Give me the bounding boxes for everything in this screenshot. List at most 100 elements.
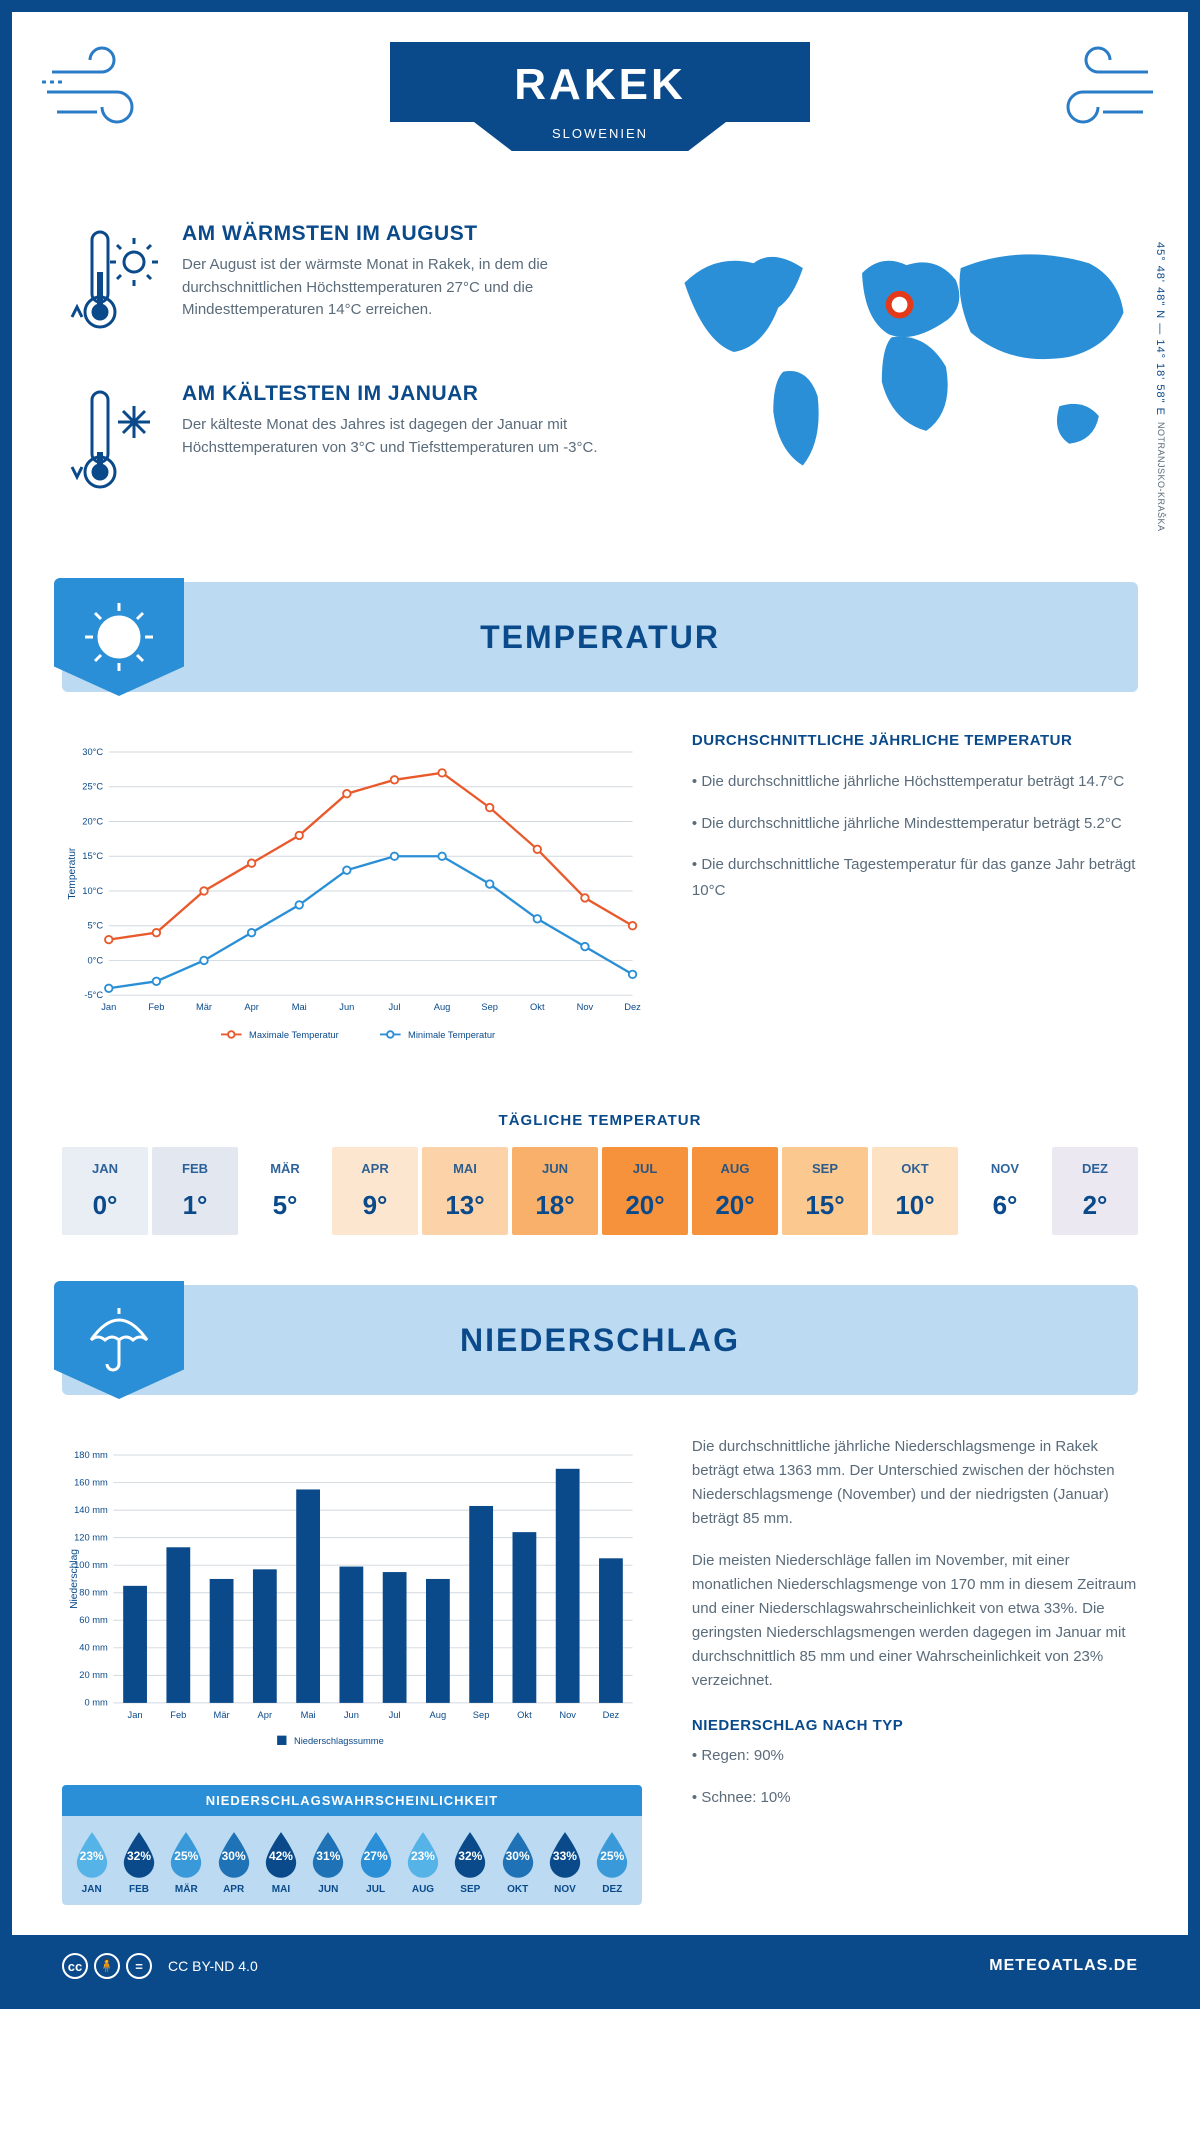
daily-temp-cell: MÄR5°	[242, 1147, 328, 1235]
warmest-title: AM WÄRMSTEN IM AUGUST	[182, 222, 605, 246]
svg-text:0°C: 0°C	[87, 955, 103, 965]
temp-bullet: • Die durchschnittliche Tagestemperatur …	[692, 852, 1138, 903]
probability-cell: 32%SEP	[447, 1830, 494, 1895]
precipitation-info: Die durchschnittliche jährliche Niedersc…	[692, 1435, 1138, 1905]
svg-text:Jun: Jun	[339, 1002, 354, 1012]
svg-text:Maximale Temperatur: Maximale Temperatur	[249, 1030, 339, 1040]
probability-cell: 23%JAN	[68, 1830, 115, 1895]
svg-text:Dez: Dez	[603, 1710, 620, 1720]
daily-temp-grid: JAN0°FEB1°MÄR5°APR9°MAI13°JUN18°JUL20°AU…	[12, 1147, 1188, 1285]
thermometer-hot-icon	[62, 222, 162, 347]
sun-icon	[54, 578, 184, 696]
temp-bullet: • Die durchschnittliche jährliche Höchst…	[692, 769, 1138, 795]
svg-text:Jul: Jul	[389, 1710, 401, 1720]
svg-text:60 mm: 60 mm	[79, 1615, 108, 1625]
intro-section: AM WÄRMSTEN IM AUGUST Der August ist der…	[12, 212, 1188, 582]
svg-text:Aug: Aug	[434, 1002, 451, 1012]
daily-temp-cell: JUL20°	[602, 1147, 688, 1235]
svg-text:Jan: Jan	[128, 1710, 143, 1720]
daily-temp-cell: SEP15°	[782, 1147, 868, 1235]
svg-text:Apr: Apr	[244, 1002, 259, 1012]
svg-text:Feb: Feb	[148, 1002, 164, 1012]
probability-cell: 30%APR	[210, 1830, 257, 1895]
svg-text:0 mm: 0 mm	[84, 1698, 108, 1708]
precipitation-banner: NIEDERSCHLAG	[62, 1285, 1138, 1395]
svg-text:120 mm: 120 mm	[74, 1532, 108, 1542]
svg-text:Okt: Okt	[530, 1002, 545, 1012]
svg-text:10°C: 10°C	[82, 886, 103, 896]
thermometer-cold-icon	[62, 382, 162, 507]
nd-icon: =	[126, 1953, 152, 1979]
probability-cell: 23%AUG	[399, 1830, 446, 1895]
site-name: METEOATLAS.DE	[989, 1957, 1138, 1975]
probability-cell: 25%DEZ	[589, 1830, 636, 1895]
temperature-info: DURCHSCHNITTLICHE JÄHRLICHE TEMPERATUR •…	[692, 732, 1138, 1062]
temperature-heading: TEMPERATUR	[480, 619, 720, 656]
cc-icon: cc	[62, 1953, 88, 1979]
svg-text:Aug: Aug	[430, 1710, 447, 1720]
daily-temp-cell: AUG20°	[692, 1147, 778, 1235]
precipitation-bar-chart: 0 mm20 mm40 mm60 mm80 mm100 mm120 mm140 …	[62, 1435, 642, 1765]
temperature-banner: TEMPERATUR	[62, 582, 1138, 692]
city-title: RAKEK	[390, 60, 810, 110]
daily-temp-cell: JAN0°	[62, 1147, 148, 1235]
svg-text:140 mm: 140 mm	[74, 1505, 108, 1515]
svg-text:20 mm: 20 mm	[79, 1670, 108, 1680]
svg-text:40 mm: 40 mm	[79, 1643, 108, 1653]
daily-temp-cell: JUN18°	[512, 1147, 598, 1235]
svg-text:20°C: 20°C	[82, 816, 103, 826]
coldest-title: AM KÄLTESTEN IM JANUAR	[182, 382, 605, 406]
svg-text:Nov: Nov	[577, 1002, 594, 1012]
svg-text:Okt: Okt	[517, 1710, 532, 1720]
precip-text: Die meisten Niederschläge fallen im Nove…	[692, 1549, 1138, 1693]
daily-temp-cell: NOV6°	[962, 1147, 1048, 1235]
svg-text:15°C: 15°C	[82, 851, 103, 861]
probability-cell: 25%MÄR	[163, 1830, 210, 1895]
temp-info-title: DURCHSCHNITTLICHE JÄHRLICHE TEMPERATUR	[692, 732, 1138, 749]
coordinates: 45° 48' 48" N — 14° 18' 58" E	[1154, 242, 1166, 416]
warmest-text: Der August ist der wärmste Monat in Rake…	[182, 254, 605, 322]
svg-text:-5°C: -5°C	[84, 990, 103, 1000]
country-subtitle: SLOWENIEN	[474, 122, 726, 151]
svg-text:Apr: Apr	[258, 1710, 273, 1720]
svg-text:180 mm: 180 mm	[74, 1450, 108, 1460]
svg-text:Niederschlagssumme: Niederschlagssumme	[294, 1736, 384, 1746]
probability-cell: 42%MAI	[257, 1830, 304, 1895]
probability-cell: 31%JUN	[305, 1830, 352, 1895]
svg-text:160 mm: 160 mm	[74, 1477, 108, 1487]
daily-temp-title: TÄGLICHE TEMPERATUR	[12, 1112, 1188, 1129]
svg-text:Feb: Feb	[170, 1710, 186, 1720]
probability-cell: 32%FEB	[115, 1830, 162, 1895]
svg-text:5°C: 5°C	[87, 921, 103, 931]
probability-cell: 27%JUL	[352, 1830, 399, 1895]
footer: cc 🧍 = CC BY-ND 4.0 METEOATLAS.DE	[12, 1935, 1188, 1997]
svg-text:Mai: Mai	[301, 1710, 316, 1720]
svg-text:30°C: 30°C	[82, 747, 103, 757]
precip-text: Die durchschnittliche jährliche Niedersc…	[692, 1435, 1138, 1531]
svg-text:Jun: Jun	[344, 1710, 359, 1720]
svg-text:Mär: Mär	[196, 1002, 212, 1012]
svg-text:25°C: 25°C	[82, 782, 103, 792]
svg-text:Temperatur: Temperatur	[67, 847, 78, 899]
svg-text:Dez: Dez	[624, 1002, 641, 1012]
daily-temp-cell: MAI13°	[422, 1147, 508, 1235]
precip-type-title: NIEDERSCHLAG NACH TYP	[692, 1717, 1138, 1734]
wind-icon	[1038, 42, 1158, 137]
wind-icon	[42, 42, 162, 137]
temperature-line-chart: -5°C0°C5°C10°C15°C20°C25°C30°CJanFebMärA…	[62, 732, 642, 1062]
daily-temp-cell: OKT10°	[872, 1147, 958, 1235]
license-text: CC BY-ND 4.0	[168, 1958, 258, 1974]
temp-bullet: • Die durchschnittliche jährliche Mindes…	[692, 811, 1138, 837]
svg-text:Nov: Nov	[559, 1710, 576, 1720]
coldest-text: Der kälteste Monat des Jahres ist dagege…	[182, 414, 605, 459]
precip-type-item: • Regen: 90%	[692, 1744, 1138, 1768]
svg-text:Mai: Mai	[292, 1002, 307, 1012]
daily-temp-cell: APR9°	[332, 1147, 418, 1235]
license-block: cc 🧍 = CC BY-ND 4.0	[62, 1953, 258, 1979]
warmest-fact: AM WÄRMSTEN IM AUGUST Der August ist der…	[62, 222, 605, 347]
probability-cell: 33%NOV	[541, 1830, 588, 1895]
world-map: 45° 48' 48" N — 14° 18' 58" E NOTRANJSKO…	[645, 222, 1138, 542]
svg-text:80 mm: 80 mm	[79, 1588, 108, 1598]
svg-text:Sep: Sep	[473, 1710, 490, 1720]
umbrella-icon	[54, 1281, 184, 1399]
